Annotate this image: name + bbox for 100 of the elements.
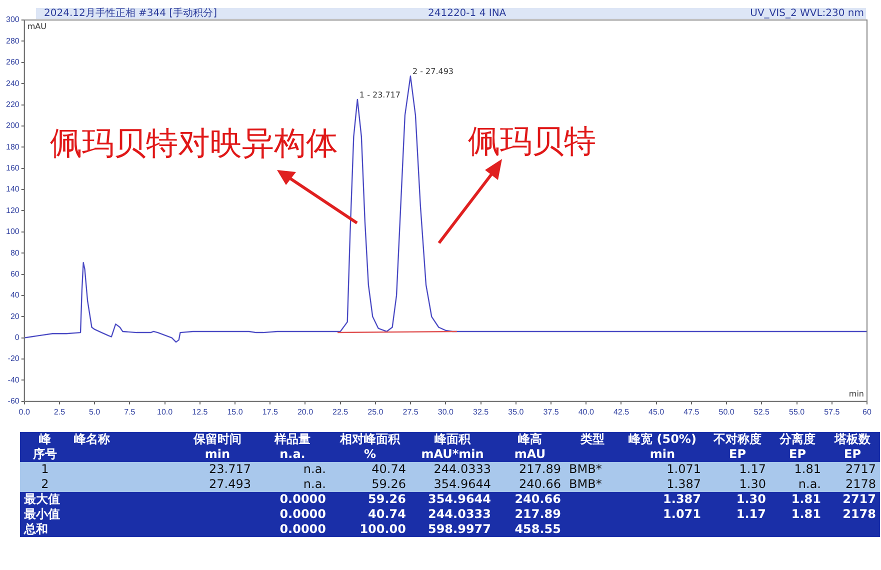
text: 相对峰面积: [338, 432, 402, 447]
text: 2178: [842, 507, 877, 522]
y-tick-label: 260: [6, 58, 20, 67]
text: 1.17: [735, 507, 767, 522]
text: 分离度: [778, 432, 816, 447]
x-tick-label: 55.0: [788, 407, 806, 416]
text: 样品量: [273, 432, 312, 447]
x-tick-label: 5.0: [89, 407, 101, 416]
x-tick-label: 60: [862, 407, 872, 416]
text: 序号: [32, 447, 58, 462]
text: mAU: [513, 447, 547, 462]
y-tick-label: 80: [10, 248, 20, 258]
text: 1.387: [662, 492, 702, 507]
y-tick-label: 300: [6, 15, 20, 24]
text: mAU*min: [420, 447, 485, 462]
x-tick-label: 22.5: [332, 407, 349, 416]
x-tick-label: 2.5: [54, 407, 66, 416]
text: 354.9644: [432, 477, 492, 492]
text: 1.81: [790, 492, 822, 507]
y-tick-label: 160: [6, 164, 20, 173]
x-tick-label: 52.5: [754, 407, 770, 416]
text: 1.30: [735, 492, 767, 507]
x-tick-label: 45.0: [648, 407, 665, 416]
text: EP: [728, 447, 747, 462]
text: 峰高: [517, 432, 543, 447]
text: 2717: [844, 462, 877, 477]
text: 1.30: [738, 477, 767, 492]
y-tick-label: -20: [8, 354, 20, 364]
y-tick-label: 40: [10, 290, 20, 300]
text: 1.17: [738, 462, 767, 477]
text: 458.55: [514, 522, 562, 537]
text: UV_VIS_2 WVL:230 nm: [750, 8, 864, 19]
text: 2024.12月手性正相 #344 [手动积分]: [44, 8, 217, 19]
text: 27.493: [208, 477, 252, 492]
annotation: 2 - 27.493: [412, 67, 454, 76]
y-tick-label: 220: [6, 100, 20, 109]
x-tick-label: 7.5: [124, 407, 136, 416]
x-axis-title: min: [848, 389, 864, 398]
text: 241220-1 4 INA: [428, 8, 506, 19]
text: min: [204, 447, 232, 462]
text: 最大值: [23, 492, 61, 507]
text: 2717: [842, 492, 877, 507]
text: 最小值: [23, 507, 61, 522]
text: 保留时间: [192, 432, 242, 447]
y-tick-label: 120: [6, 206, 20, 215]
y-tick-label: -60: [8, 396, 20, 406]
text: 峰面积: [434, 432, 472, 447]
x-tick-label: 32.5: [472, 407, 490, 416]
text: 354.9644: [426, 492, 492, 507]
annotation: 佩玛贝特: [468, 121, 596, 162]
y-tick-label: 20: [10, 312, 20, 321]
x-tick-label: 12.5: [192, 407, 208, 416]
text: 峰: [38, 432, 52, 447]
text: 1.81: [790, 507, 822, 522]
text: 1.81: [793, 462, 822, 477]
text: 1: [40, 462, 50, 477]
x-tick-label: 17.5: [262, 407, 278, 416]
text: 峰宽 (50%): [628, 432, 698, 447]
text: 0.0000: [278, 492, 327, 507]
x-tick-label: 42.5: [613, 407, 630, 416]
text: 240.66: [518, 477, 562, 492]
text: 2: [40, 477, 50, 492]
y-tick-label: 180: [6, 142, 20, 152]
text: min: [648, 447, 676, 462]
text: EP: [843, 447, 862, 462]
text: 59.26: [367, 492, 407, 507]
y-tick-label: 280: [6, 36, 20, 46]
x-tick-label: 10.0: [157, 407, 174, 416]
text: n.a.: [797, 477, 822, 492]
text: 23.717: [208, 462, 252, 477]
text: 类型: [580, 432, 606, 447]
y-tick-label: -40: [8, 375, 20, 384]
text: 1.387: [666, 477, 702, 492]
text: 峰名称: [73, 432, 111, 447]
x-tick-label: 0.0: [18, 407, 30, 416]
text: 总和: [22, 522, 49, 537]
x-tick-label: 27.5: [402, 407, 419, 416]
text: 0.0000: [278, 507, 327, 522]
text: BMB*: [568, 477, 603, 492]
text: 2178: [844, 477, 877, 492]
y-tick-label: 240: [6, 78, 20, 88]
x-tick-label: 20.0: [297, 407, 314, 416]
x-tick-label: 30.0: [438, 407, 454, 416]
x-tick-label: 57.5: [824, 407, 840, 416]
y-tick-label: 60: [10, 269, 20, 278]
x-tick-label: 47.5: [684, 407, 700, 416]
text: 244.0333: [426, 507, 492, 522]
x-tick-label: 25.0: [368, 407, 384, 416]
x-tick-label: 40.0: [578, 407, 594, 416]
y-tick-label: 100: [6, 227, 20, 236]
text: 塔板数: [833, 432, 872, 447]
text: 59.26: [370, 477, 407, 492]
text: 598.9977: [426, 522, 492, 537]
text: 1.071: [666, 462, 702, 477]
annotation: 佩玛贝特对映异构体: [50, 123, 338, 164]
y-tick-label: 140: [6, 184, 20, 194]
x-tick-label: 50.0: [718, 407, 735, 416]
text: 不对称度: [712, 432, 762, 447]
x-tick-label: 37.5: [543, 407, 560, 416]
text: 40.74: [370, 462, 407, 477]
